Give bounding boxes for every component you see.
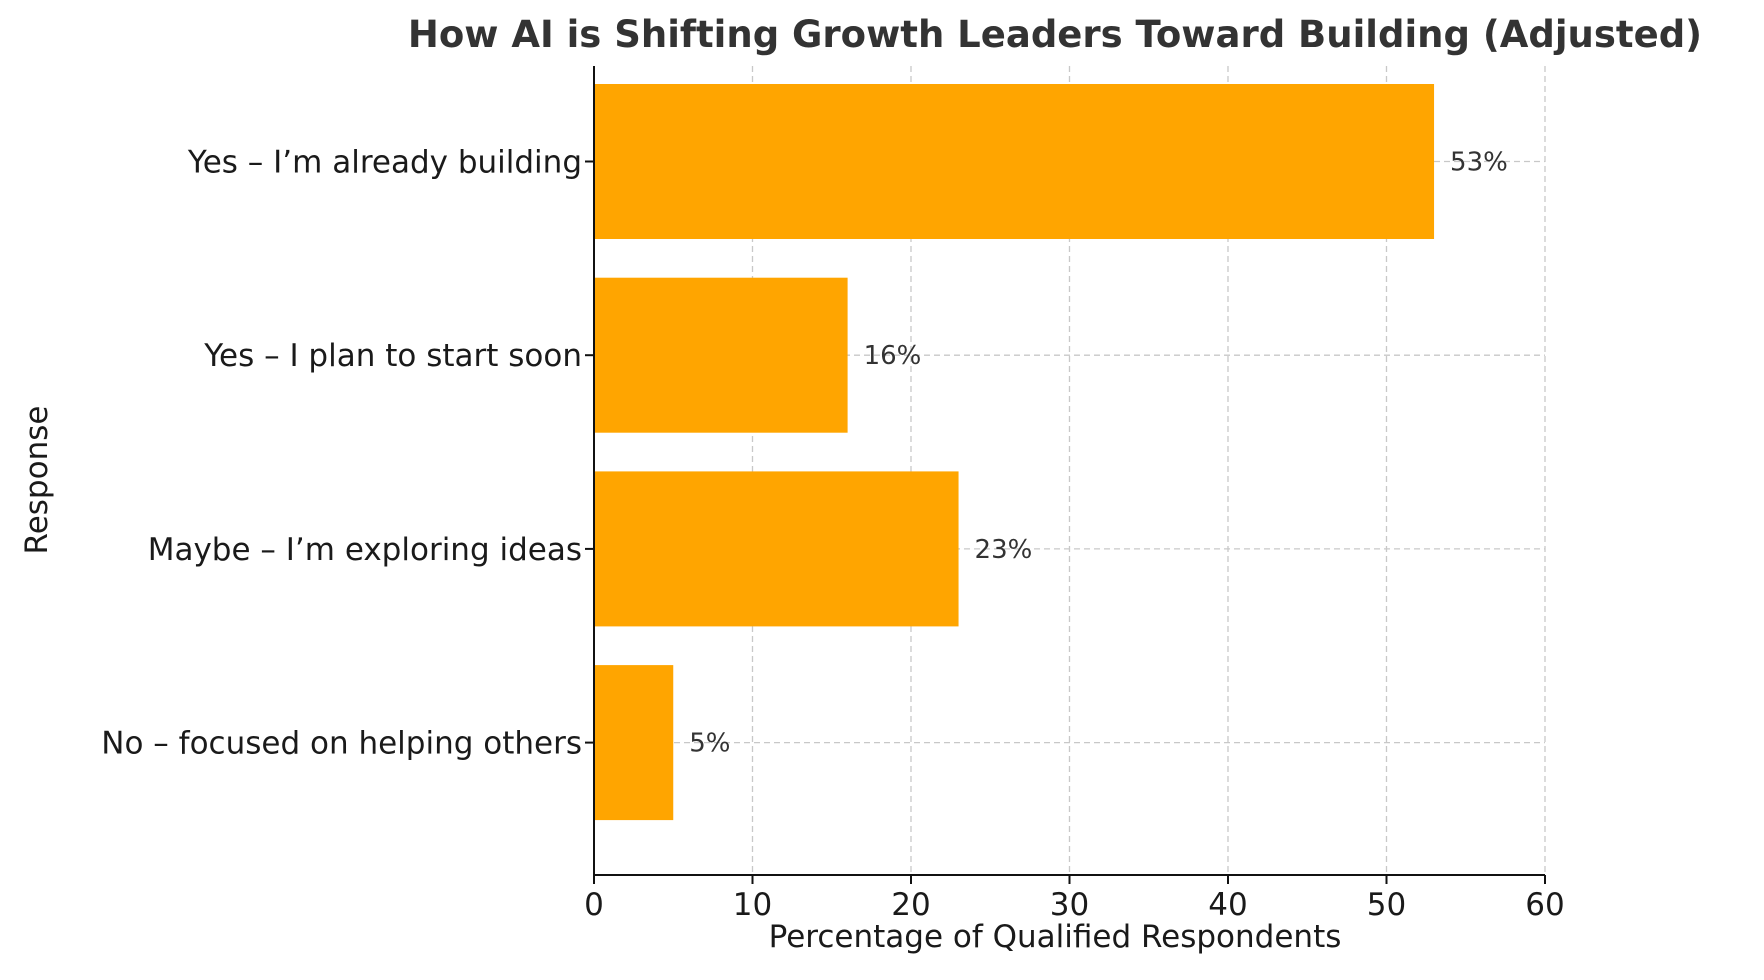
x-axis-label: Percentage of Qualified Respondents (769, 919, 1342, 955)
data-labels: 53% 16% 23% 5% (689, 148, 1508, 759)
data-label: 5% (689, 729, 730, 759)
data-label: 16% (864, 341, 922, 371)
x-ticks: 0 10 20 30 40 50 60 (584, 875, 1565, 923)
x-tick-label: 10 (733, 887, 772, 923)
data-label: 23% (975, 535, 1033, 565)
y-tick-label: Yes – I plan to start soon (203, 338, 582, 374)
chart-title: How AI is Shifting Growth Leaders Toward… (408, 13, 1702, 56)
y-ticks: Yes – I’m already building Yes – I plan t… (101, 145, 594, 762)
x-tick-label: 30 (1050, 887, 1089, 923)
y-tick-label: Yes – I’m already building (187, 145, 582, 181)
bar (594, 277, 848, 433)
data-label: 53% (1450, 148, 1508, 178)
y-axis-label: Response (19, 406, 55, 555)
bars (594, 84, 1435, 821)
bar (594, 471, 959, 627)
x-tick-label: 0 (584, 887, 604, 923)
y-tick-label: Maybe – I’m exploring ideas (148, 532, 582, 568)
bar (594, 84, 1435, 239)
x-tick-label: 40 (1208, 887, 1247, 923)
bar (594, 665, 674, 821)
x-tick-label: 50 (1367, 887, 1406, 923)
x-tick-label: 20 (891, 887, 930, 923)
x-tick-label: 60 (1525, 887, 1564, 923)
y-tick-label: No – focused on helping others (101, 726, 582, 762)
